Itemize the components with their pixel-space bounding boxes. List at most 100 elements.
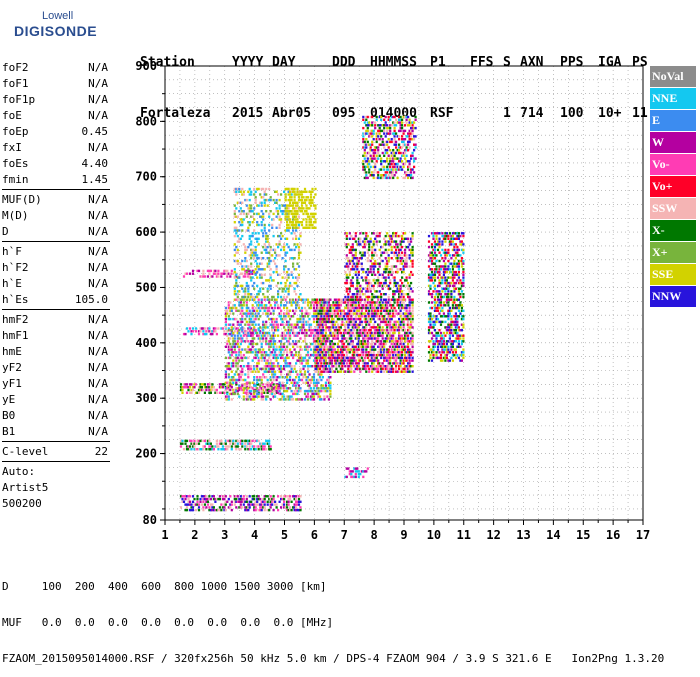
- echo-point: [271, 227, 273, 229]
- echo-point: [367, 274, 369, 276]
- echo-point: [229, 324, 231, 326]
- echo-point: [308, 207, 310, 209]
- echo-point: [367, 177, 369, 179]
- echo-point: [377, 276, 379, 278]
- echo-point: [307, 354, 309, 356]
- echo-point: [380, 119, 382, 121]
- echo-point: [320, 332, 322, 334]
- echo-point: [256, 332, 258, 334]
- echo-point: [386, 157, 388, 159]
- echo-point: [246, 495, 248, 497]
- echo-point: [296, 193, 298, 195]
- echo-point: [243, 299, 245, 301]
- echo-point: [252, 382, 254, 384]
- echo-point: [347, 315, 349, 317]
- echo-point: [292, 238, 294, 240]
- echo-point: [385, 121, 387, 123]
- echo-point: [409, 304, 411, 306]
- echo-point: [279, 501, 281, 503]
- echo-point: [186, 440, 188, 442]
- echo-point: [392, 149, 394, 151]
- echo-point: [379, 274, 381, 276]
- echo-point: [409, 348, 411, 350]
- echo-point: [352, 343, 354, 345]
- echo-point: [316, 329, 318, 331]
- echo-point: [298, 224, 300, 226]
- echo-point: [343, 310, 345, 312]
- echo-point: [391, 174, 393, 176]
- echo-point: [291, 509, 293, 511]
- echo-point: [329, 390, 331, 392]
- echo-point: [404, 354, 406, 356]
- echo-point: [249, 382, 251, 384]
- echo-point: [262, 329, 264, 331]
- echo-point: [307, 371, 309, 373]
- echo-point: [385, 343, 387, 345]
- echo-point: [334, 371, 336, 373]
- echo-point: [295, 207, 297, 209]
- echo-point: [267, 312, 269, 314]
- echo-point: [262, 196, 264, 198]
- echo-point: [298, 296, 300, 298]
- echo-point: [240, 448, 242, 450]
- echo-point: [374, 260, 376, 262]
- echo-point: [374, 168, 376, 170]
- echo-point: [255, 260, 257, 262]
- echo-point: [401, 290, 403, 292]
- echo-point: [201, 386, 203, 388]
- echo-point: [374, 343, 376, 345]
- echo-point: [265, 324, 267, 326]
- echo-point: [247, 357, 249, 359]
- echo-point: [277, 304, 279, 306]
- echo-point: [267, 235, 269, 237]
- echo-point: [364, 141, 366, 143]
- echo-point: [253, 229, 255, 231]
- echo-point: [241, 288, 243, 290]
- echo-point: [365, 371, 367, 373]
- echo-point: [383, 238, 385, 240]
- echo-point: [373, 288, 375, 290]
- echo-point: [385, 174, 387, 176]
- echo-point: [395, 232, 397, 234]
- echo-point: [270, 506, 272, 508]
- echo-point: [222, 386, 224, 388]
- echo-point: [291, 501, 293, 503]
- echo-point: [247, 288, 249, 290]
- echo-point: [364, 340, 366, 342]
- echo-point: [305, 329, 307, 331]
- echo-point: [285, 276, 287, 278]
- echo-point: [195, 330, 197, 332]
- echo-point: [346, 337, 348, 339]
- echo-point: [204, 392, 206, 394]
- echo-point: [316, 359, 318, 361]
- echo-point: [317, 379, 319, 381]
- echo-point: [276, 379, 278, 381]
- echo-point: [386, 265, 388, 267]
- echo-point: [286, 279, 288, 281]
- echo-point: [214, 270, 216, 272]
- echo-point: [262, 216, 264, 218]
- echo-point: [268, 243, 270, 245]
- echo-point: [355, 254, 357, 256]
- echo-point: [296, 301, 298, 303]
- echo-point: [235, 506, 237, 508]
- echo-point: [359, 252, 361, 254]
- echo-point: [232, 362, 234, 364]
- echo-point: [202, 389, 204, 391]
- echo-point: [226, 448, 228, 450]
- echo-point: [267, 240, 269, 242]
- echo-point: [258, 324, 260, 326]
- echo-point: [252, 346, 254, 348]
- echo-point: [255, 324, 257, 326]
- echo-point: [406, 265, 408, 267]
- echo-point: [362, 354, 364, 356]
- echo-point: [294, 193, 296, 195]
- echo-point: [386, 307, 388, 309]
- echo-point: [295, 293, 297, 295]
- echo-point: [376, 243, 378, 245]
- echo-point: [412, 252, 414, 254]
- echo-point: [262, 340, 264, 342]
- echo-point: [198, 506, 200, 508]
- echo-point: [252, 210, 254, 212]
- echo-point: [370, 240, 372, 242]
